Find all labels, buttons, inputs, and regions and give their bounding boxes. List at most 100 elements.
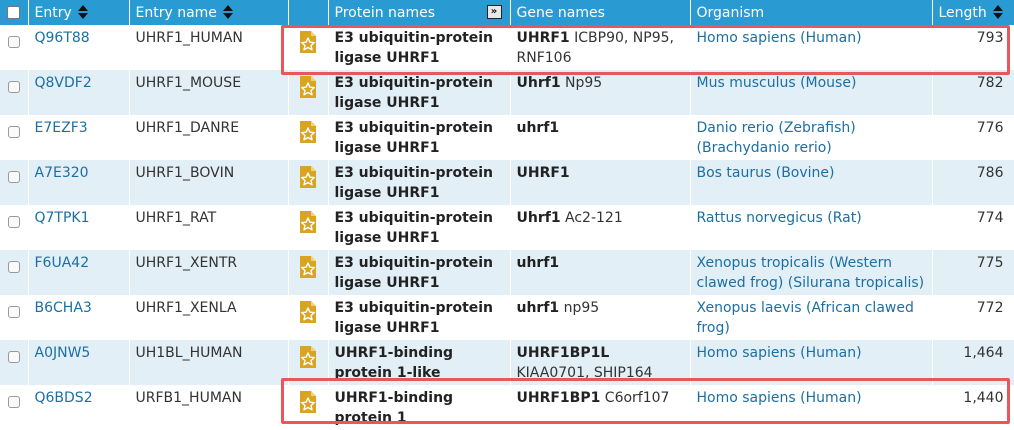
entry-link[interactable]: A7E320 [34, 165, 89, 181]
organism-link[interactable]: Rattus norvegicus (Rat) [696, 210, 862, 226]
protein-name: E3 ubiquitin-protein ligase UHRF1 [334, 30, 494, 66]
gene-names-cell: UHRF1 [510, 160, 691, 205]
column-header-protein-names[interactable]: Protein names » [328, 0, 511, 25]
gene-names-cell: UHRF1BP1 C6orf107 [510, 385, 691, 430]
reviewed-icon[interactable] [298, 210, 318, 234]
entry-link[interactable]: B6CHA3 [34, 300, 92, 316]
entry-name: UH1BL_HUMAN [135, 345, 243, 361]
entry-name-cell: UHRF1_RAT [129, 205, 289, 250]
reviewed-icon[interactable] [298, 120, 318, 144]
reviewed-icon[interactable] [298, 165, 318, 189]
table-row[interactable]: A7E320 UHRF1_BOVIN E3 ubiquitin-protein … [0, 160, 1014, 205]
entry-link[interactable]: Q96T88 [34, 30, 90, 46]
gene-synonyms: C6orf107 [600, 390, 670, 406]
protein-names-cell: E3 ubiquitin-protein ligase UHRF1 [328, 25, 511, 70]
entry-cell: Q96T88 [28, 25, 130, 70]
protein-name: E3 ubiquitin-protein ligase UHRF1 [334, 255, 494, 291]
sort-icon[interactable] [222, 4, 233, 19]
length-cell: 793 [932, 25, 1014, 70]
sort-icon[interactable] [77, 4, 88, 19]
entry-name-cell: UHRF1_XENTR [129, 250, 289, 295]
reviewed-icon[interactable] [298, 30, 318, 54]
gene-synonyms: ICBP90, NP95, RNF106 [516, 30, 674, 66]
table-row[interactable]: A0JNW5 UH1BL_HUMAN UHRF1-binding protein… [0, 340, 1014, 385]
entry-cell: B6CHA3 [28, 295, 130, 340]
table-row[interactable]: B6CHA3 UHRF1_XENLA E3 ubiquitin-protein … [0, 295, 1014, 340]
table-row[interactable]: Q8VDF2 UHRF1_MOUSE E3 ubiquitin-protein … [0, 70, 1014, 115]
status-cell [288, 115, 329, 160]
entry-name-cell: UH1BL_HUMAN [129, 340, 289, 385]
length-cell: 775 [932, 250, 1014, 295]
table-row[interactable]: Q96T88 UHRF1_HUMAN E3 ubiquitin-protein … [0, 25, 1014, 70]
length-value: 772 [976, 300, 1004, 316]
protein-names-cell: E3 ubiquitin-protein ligase UHRF1 [328, 160, 511, 205]
column-header-gene-names[interactable]: Gene names [510, 0, 691, 25]
gene-primary: UHRF1BP1L [516, 345, 610, 361]
entry-name-cell: URFB1_HUMAN [129, 385, 289, 430]
reviewed-icon[interactable] [298, 255, 318, 279]
row-checkbox[interactable] [7, 261, 20, 273]
organism-cell: Homo sapiens (Human) [690, 340, 933, 385]
expand-columns-icon[interactable]: » [486, 5, 502, 19]
gene-names-cell: UHRF1 ICBP90, NP95, RNF106 [510, 25, 691, 70]
entry-name-cell: UHRF1_BOVIN [129, 160, 289, 205]
organism-link[interactable]: Danio rerio (Zebrafish) (Brachydanio rer… [696, 120, 856, 156]
table-row[interactable]: E7EZF3 UHRF1_DANRE E3 ubiquitin-protein … [0, 115, 1014, 160]
column-header-organism[interactable]: Organism [690, 0, 933, 25]
protein-names-cell: E3 ubiquitin-protein ligase UHRF1 [328, 70, 511, 115]
length-value: 1,464 [963, 345, 1004, 361]
row-checkbox[interactable] [7, 216, 20, 228]
length-value: 776 [976, 120, 1004, 136]
entry-link[interactable]: Q7TPK1 [34, 210, 90, 226]
column-header-length[interactable]: Length [932, 0, 1014, 25]
protein-name: E3 ubiquitin-protein ligase UHRF1 [334, 210, 494, 246]
table-row[interactable]: Q7TPK1 UHRF1_RAT E3 ubiquitin-protein li… [0, 205, 1014, 250]
reviewed-icon[interactable] [298, 300, 318, 324]
gene-primary: Uhrf1 [516, 210, 561, 226]
entry-name-cell: UHRF1_MOUSE [129, 70, 289, 115]
table-row[interactable]: Q6BDS2 URFB1_HUMAN UHRF1-binding protein… [0, 385, 1014, 430]
protein-name: UHRF1-binding protein 1-like [334, 345, 454, 381]
length-cell: 786 [932, 160, 1014, 205]
length-value: 1,440 [963, 390, 1004, 406]
reviewed-icon[interactable] [298, 345, 318, 369]
reviewed-icon[interactable] [298, 75, 318, 99]
row-checkbox[interactable] [7, 306, 20, 318]
organism-link[interactable]: Homo sapiens (Human) [696, 345, 862, 361]
table-row[interactable]: F6UA42 UHRF1_XENTR E3 ubiquitin-protein … [0, 250, 1014, 295]
header-row: Entry Entry name Protein names » Gene na… [0, 0, 1014, 25]
column-label-gene-names: Gene names [516, 4, 605, 21]
organism-link[interactable]: Homo sapiens (Human) [696, 30, 862, 46]
gene-primary: uhrf1 [516, 255, 560, 271]
row-checkbox[interactable] [7, 81, 20, 93]
row-checkbox[interactable] [7, 351, 20, 363]
select-all-checkbox[interactable] [7, 6, 21, 19]
entry-link[interactable]: E7EZF3 [34, 120, 88, 136]
sort-icon[interactable] [992, 4, 1003, 19]
entry-link[interactable]: Q6BDS2 [34, 390, 93, 406]
protein-name: E3 ubiquitin-protein ligase UHRF1 [334, 165, 494, 201]
entry-cell: Q6BDS2 [28, 385, 130, 430]
column-label-entry: Entry [34, 4, 72, 21]
length-cell: 776 [932, 115, 1014, 160]
row-checkbox[interactable] [7, 396, 20, 408]
row-checkbox[interactable] [7, 171, 20, 183]
gene-primary: uhrf1 [516, 120, 560, 136]
entry-link[interactable]: F6UA42 [34, 255, 90, 271]
entry-link[interactable]: A0JNW5 [34, 345, 91, 361]
organism-link[interactable]: Bos taurus (Bovine) [696, 165, 835, 181]
column-label-length: Length [938, 4, 987, 21]
organism-link[interactable]: Mus musculus (Mouse) [696, 75, 857, 91]
results-body: Q96T88 UHRF1_HUMAN E3 ubiquitin-protein … [0, 25, 1014, 430]
reviewed-icon[interactable] [298, 390, 318, 414]
column-header-entry-name[interactable]: Entry name [129, 0, 289, 25]
row-checkbox[interactable] [7, 126, 20, 138]
organism-link[interactable]: Xenopus laevis (African clawed frog) [696, 300, 914, 336]
organism-link[interactable]: Xenopus tropicalis (Western clawed frog)… [696, 255, 925, 291]
entry-link[interactable]: Q8VDF2 [34, 75, 92, 91]
row-checkbox[interactable] [7, 36, 20, 48]
gene-names-cell: uhrf1 [510, 115, 691, 160]
gene-primary: UHRF1BP1 [516, 390, 601, 406]
organism-link[interactable]: Homo sapiens (Human) [696, 390, 862, 406]
column-header-entry[interactable]: Entry [28, 0, 130, 25]
